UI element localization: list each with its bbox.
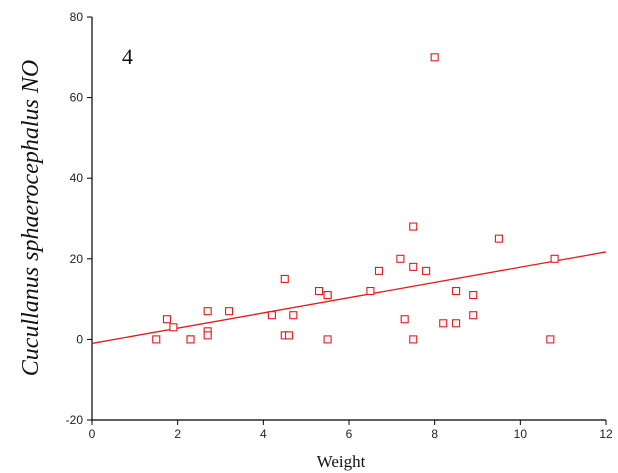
data-point — [374, 266, 384, 275]
y-tick-label: -20 — [66, 413, 84, 427]
x-tick-label: 0 — [89, 427, 96, 441]
fit-line-group — [91, 251, 607, 345]
y-tick-label: 60 — [70, 91, 84, 105]
data-point — [162, 315, 172, 324]
panel-label: 4 — [122, 44, 133, 69]
data-point — [323, 291, 332, 300]
y-tick-label: 80 — [70, 10, 84, 24]
data-point — [439, 319, 448, 328]
data-point — [409, 335, 418, 344]
data-point — [152, 335, 161, 344]
data-point — [323, 335, 332, 344]
data-point — [546, 335, 555, 344]
x-tick-label: 8 — [431, 427, 438, 441]
y-tick-label: 40 — [70, 171, 84, 185]
data-point — [469, 291, 478, 300]
data-point — [452, 286, 461, 296]
data-point — [430, 53, 439, 62]
x-tick-label: 6 — [346, 427, 353, 441]
data-point — [225, 307, 234, 316]
x-axis-title: Weight — [317, 452, 366, 471]
data-points — [152, 53, 559, 344]
data-point — [422, 266, 431, 275]
data-point — [280, 274, 289, 284]
data-point — [550, 254, 559, 263]
data-point — [366, 286, 375, 296]
data-point — [452, 319, 461, 328]
x-tick-label: 4 — [260, 427, 267, 441]
data-point — [494, 234, 503, 243]
axes — [91, 17, 606, 421]
y-tick-label: 0 — [76, 332, 83, 346]
data-point — [314, 286, 324, 296]
data-point — [284, 331, 294, 340]
tick-marks — [87, 16, 607, 425]
data-point — [186, 335, 195, 344]
x-tick-label: 10 — [514, 427, 528, 441]
x-tick-label: 2 — [174, 427, 181, 441]
data-point — [400, 315, 409, 324]
data-point — [203, 307, 212, 316]
data-point — [409, 262, 418, 271]
data-point — [169, 323, 178, 332]
data-point — [409, 222, 418, 231]
data-point — [267, 311, 276, 320]
fit-line — [91, 251, 607, 345]
y-axis-title: Cucullanus sphaerocephalus NO — [18, 60, 44, 376]
data-point — [289, 311, 298, 320]
tick-labels: 0 2 4 6 8 10 12 -20 0 20 40 60 80 — [66, 10, 613, 441]
data-point — [203, 331, 212, 340]
x-tick-label: 12 — [599, 427, 613, 441]
data-point — [396, 254, 405, 263]
y-tick-label: 20 — [70, 252, 84, 266]
data-point — [469, 311, 478, 320]
